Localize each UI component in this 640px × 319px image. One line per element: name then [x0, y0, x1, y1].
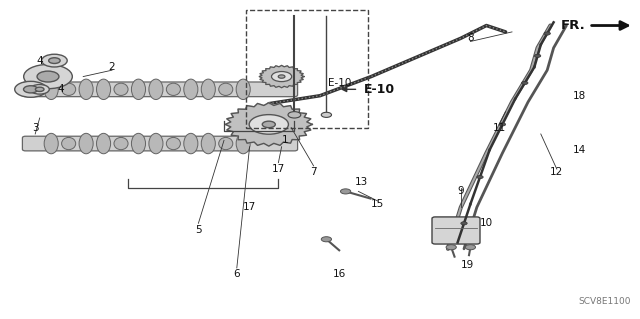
- Ellipse shape: [219, 83, 233, 95]
- FancyBboxPatch shape: [432, 217, 480, 244]
- Text: SCV8E1100: SCV8E1100: [578, 297, 630, 306]
- Circle shape: [262, 121, 275, 128]
- Ellipse shape: [131, 133, 145, 154]
- Circle shape: [534, 54, 541, 57]
- Ellipse shape: [79, 79, 93, 100]
- Text: FR.: FR.: [561, 19, 586, 32]
- Polygon shape: [225, 103, 312, 146]
- Text: 15: 15: [371, 199, 384, 209]
- Circle shape: [35, 87, 44, 92]
- Circle shape: [15, 81, 47, 97]
- Circle shape: [465, 245, 476, 250]
- Text: 17: 17: [243, 202, 256, 212]
- Ellipse shape: [236, 79, 250, 100]
- FancyBboxPatch shape: [22, 136, 298, 151]
- Ellipse shape: [61, 137, 76, 150]
- Text: 19: 19: [461, 260, 474, 270]
- Circle shape: [499, 123, 506, 126]
- Circle shape: [321, 112, 332, 117]
- Circle shape: [42, 54, 67, 67]
- Circle shape: [24, 86, 38, 93]
- Ellipse shape: [131, 79, 145, 100]
- Text: 8: 8: [467, 33, 474, 43]
- Ellipse shape: [44, 79, 58, 100]
- Ellipse shape: [149, 79, 163, 100]
- Ellipse shape: [97, 133, 111, 154]
- Circle shape: [522, 81, 528, 85]
- Ellipse shape: [97, 79, 111, 100]
- Ellipse shape: [201, 79, 215, 100]
- Circle shape: [544, 32, 550, 35]
- Circle shape: [446, 245, 456, 250]
- Ellipse shape: [149, 133, 163, 154]
- Text: 5: 5: [195, 225, 202, 235]
- Text: 12: 12: [550, 167, 563, 177]
- Text: 17: 17: [272, 164, 285, 174]
- Text: 7: 7: [310, 167, 317, 177]
- Text: E-10: E-10: [364, 83, 395, 96]
- Polygon shape: [259, 65, 304, 88]
- Ellipse shape: [114, 137, 128, 150]
- Text: 13: 13: [355, 177, 368, 187]
- Ellipse shape: [236, 133, 250, 154]
- Ellipse shape: [166, 137, 180, 150]
- Text: 16: 16: [333, 269, 346, 279]
- Circle shape: [271, 71, 292, 82]
- Text: 6: 6: [234, 269, 240, 279]
- Circle shape: [249, 115, 289, 134]
- Text: 14: 14: [573, 145, 586, 155]
- Ellipse shape: [79, 133, 93, 154]
- Text: E-10: E-10: [328, 78, 351, 88]
- FancyBboxPatch shape: [22, 82, 298, 97]
- Text: 4: 4: [36, 56, 43, 66]
- Text: 9: 9: [458, 186, 464, 197]
- Circle shape: [24, 64, 72, 89]
- Ellipse shape: [184, 79, 198, 100]
- Ellipse shape: [201, 133, 215, 154]
- Text: 4: 4: [58, 84, 64, 94]
- Ellipse shape: [44, 133, 58, 154]
- Circle shape: [477, 175, 483, 179]
- Circle shape: [321, 237, 332, 242]
- Circle shape: [37, 71, 59, 82]
- Text: 11: 11: [493, 122, 506, 133]
- Ellipse shape: [166, 83, 180, 95]
- Ellipse shape: [114, 83, 128, 95]
- Text: 2: 2: [109, 62, 115, 72]
- Text: 3: 3: [32, 122, 38, 133]
- Ellipse shape: [184, 133, 198, 154]
- Ellipse shape: [219, 137, 233, 150]
- Text: 18: 18: [573, 91, 586, 101]
- Circle shape: [278, 75, 285, 78]
- Circle shape: [340, 189, 351, 194]
- Circle shape: [461, 222, 467, 225]
- Circle shape: [288, 112, 301, 118]
- Circle shape: [30, 85, 49, 94]
- Text: 10: 10: [480, 218, 493, 228]
- Text: 1: 1: [282, 135, 288, 145]
- Circle shape: [49, 58, 60, 63]
- Ellipse shape: [61, 83, 76, 95]
